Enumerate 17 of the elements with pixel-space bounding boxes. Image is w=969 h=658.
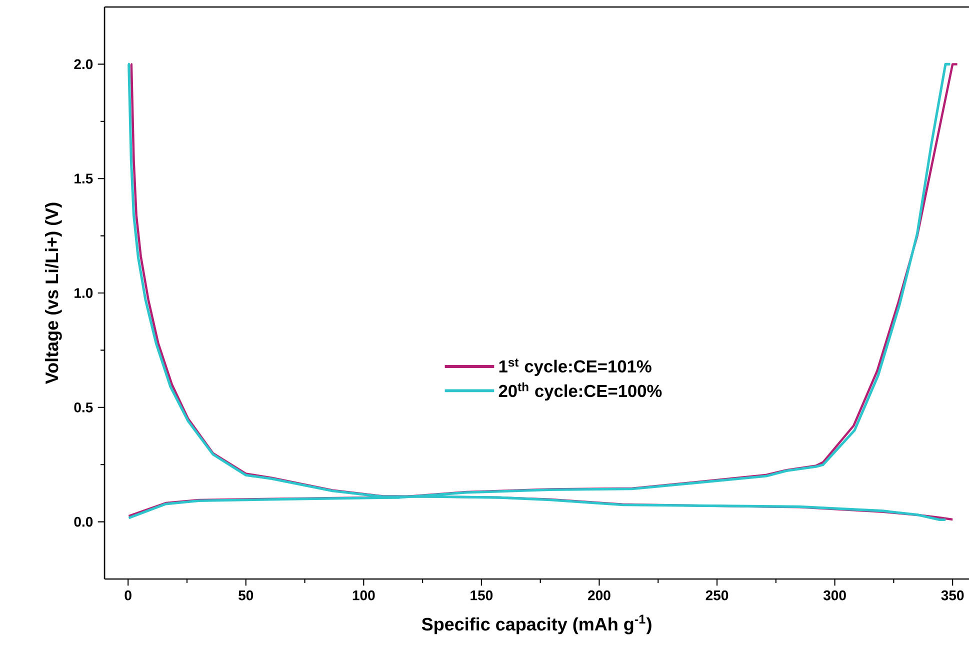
x-axis-title: Specific capacity (mAh g$^{-1}$) bbox=[422, 614, 652, 634]
y-tick-label: 2.0 bbox=[74, 59, 93, 70]
x-tick-label: 250 bbox=[706, 590, 728, 600]
legend-label: 20$^{th}$ cycle:CE=100% bbox=[498, 382, 662, 401]
y-tick-label: 1.5 bbox=[74, 174, 93, 184]
y-tick-label: 1.0 bbox=[74, 288, 93, 298]
x-tick-label: 100 bbox=[352, 590, 375, 600]
x-tick-label: 300 bbox=[823, 590, 846, 600]
x-tick-label: 0 bbox=[124, 590, 132, 600]
y-axis-title: Voltage (vs Li/Li+) (V) bbox=[45, 202, 62, 384]
x-tick-label: 150 bbox=[470, 590, 493, 600]
legend-label: 1$^{st}$ cycle:CE=101% bbox=[499, 358, 652, 376]
x-tick-label: 350 bbox=[941, 590, 964, 600]
x-tick-label: 50 bbox=[238, 590, 254, 600]
x-tick-label: 200 bbox=[588, 590, 610, 600]
y-tick-label: 0.5 bbox=[74, 402, 93, 412]
y-tick-label: 0.0 bbox=[74, 516, 93, 527]
